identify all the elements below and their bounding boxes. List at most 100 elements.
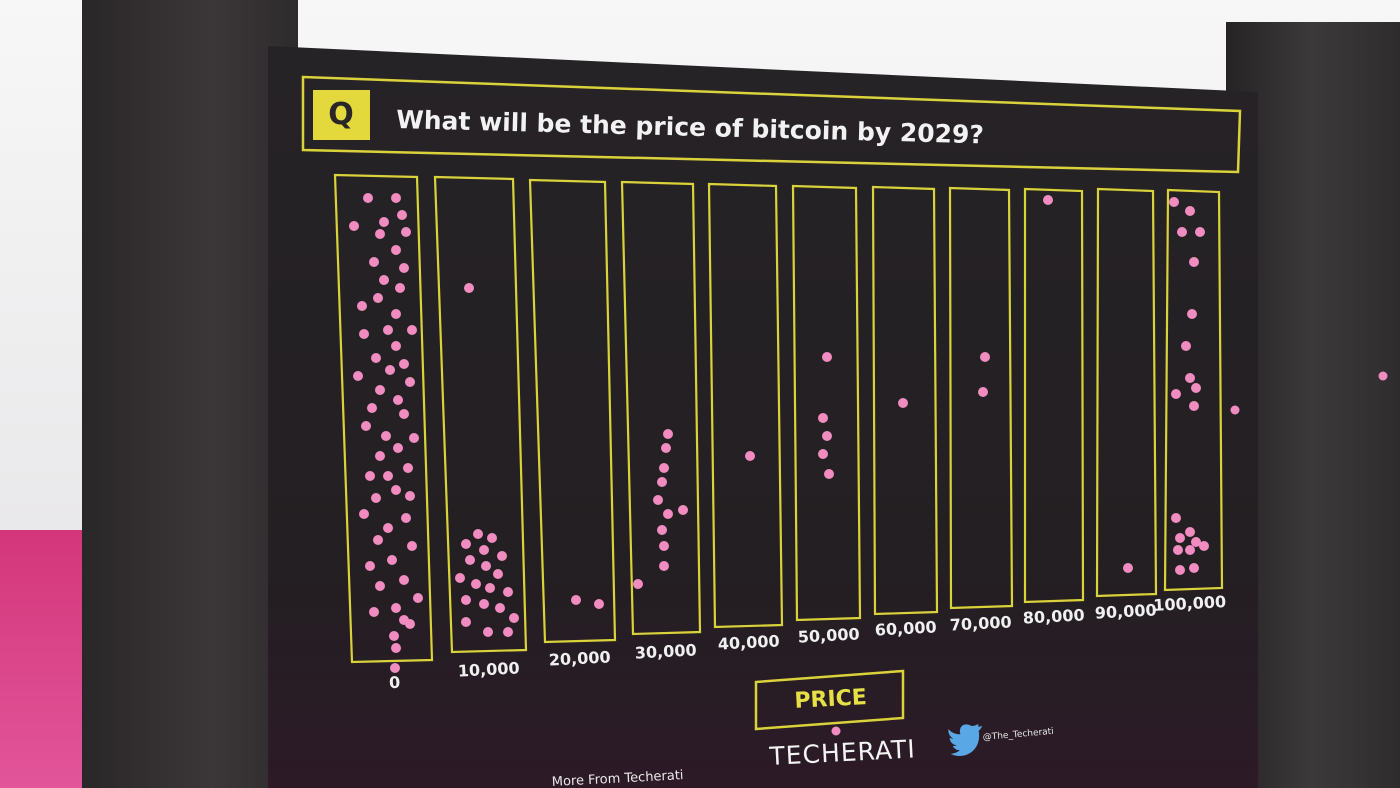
column-label: 90,000 [1094,600,1157,622]
column-label: 20,000 [548,647,611,669]
vote-dot [373,535,383,545]
column-label: 70,000 [949,612,1012,634]
vote-dot [745,451,755,461]
column-frame-5 [791,184,862,622]
vote-dot [407,541,417,551]
column-frame-7 [948,186,1014,610]
vote-dot [1185,373,1195,383]
column-frame-2 [528,178,617,644]
vote-dot [1199,541,1209,551]
vote-dot [391,193,401,203]
vote-dot [413,593,423,603]
vote-dot [509,613,519,623]
column-labels: 0 10,000 20,000 30,000 40,000 50,000 60,000 70,… [389,592,1227,692]
question-frame [301,75,1242,174]
vote-dot [461,539,471,549]
vote-dot [659,463,669,473]
vote-dot [663,429,673,439]
vote-dot [1175,533,1185,543]
vote-dot [481,561,491,571]
stray-dot [1230,405,1240,415]
vote-dot [1191,537,1201,547]
price-axis-box: PRICE [754,669,905,731]
vote-dot [495,603,505,613]
vote-dot [1185,545,1195,555]
vote-dot [663,509,673,519]
vote-dot [365,561,375,571]
vote-dot [369,607,379,617]
vote-dot [359,509,369,519]
vote-dot [403,463,413,473]
vote-dot [633,579,643,589]
vote-dot [1123,563,1133,573]
column-label: 10,000 [457,658,520,680]
vote-dot [349,221,359,231]
vote-dot [391,603,401,613]
vote-dot [483,627,493,637]
vote-dot [361,421,371,431]
vote-dot [405,377,415,387]
question-banner: Q What will be the price of bitcoin by 2… [301,75,1242,174]
q-badge-icon [313,90,370,140]
vote-dot [363,193,373,203]
vote-dot [978,387,988,397]
vote-dot [1189,257,1199,267]
vote-dot [461,617,471,627]
vote-dot [365,471,375,481]
vote-dot [371,493,381,503]
stray-dot [1378,371,1388,381]
vote-dot [379,275,389,285]
vote-dot [369,257,379,267]
stray-dot [390,663,400,673]
price-axis-title: PRICE [794,685,868,714]
vote-dot [375,385,385,395]
vote-dot [387,555,397,565]
vote-dot [657,525,667,535]
twitter-bird-icon [948,723,983,756]
vote-dot [659,541,669,551]
vote-dot [391,485,401,495]
vote-dot [353,371,363,381]
vote-dot [395,283,405,293]
vote-dots [349,193,1209,653]
vote-dot [818,413,828,423]
column-frame-6 [871,185,939,616]
vote-dot [461,595,471,605]
column-frame-8 [1023,187,1085,604]
vote-dot [1175,565,1185,575]
vote-dot [1189,563,1199,573]
vote-dot [661,443,671,453]
column-label: 40,000 [717,631,780,653]
vote-dot [407,325,417,335]
vote-dot [1043,195,1053,205]
price-columns [333,173,1224,664]
vote-dot [487,533,497,543]
vote-dot [503,587,513,597]
column-frame-4 [707,182,784,629]
vote-dot [375,229,385,239]
column-frame-3 [620,180,702,636]
vote-dot [980,352,990,362]
vote-dot [464,283,474,293]
column-label: 100,000 [1153,592,1227,615]
vote-dot [371,353,381,363]
vote-dot [653,495,663,505]
vote-dot [401,513,411,523]
vote-dot [383,523,393,533]
vote-dot [405,491,415,501]
vote-dot [391,245,401,255]
vote-dot [373,293,383,303]
column-label: 80,000 [1022,605,1085,627]
vote-dot [471,579,481,589]
vote-dot [497,551,507,561]
stray-dot [831,726,841,736]
vote-dot [359,329,369,339]
vote-dot [1195,227,1205,237]
vote-dot [367,403,377,413]
vote-dot [399,575,409,585]
vote-dot [375,451,385,461]
vote-dot [571,595,581,605]
vote-dot [678,505,688,515]
vote-dot [399,409,409,419]
column-frame-9 [1095,187,1158,598]
